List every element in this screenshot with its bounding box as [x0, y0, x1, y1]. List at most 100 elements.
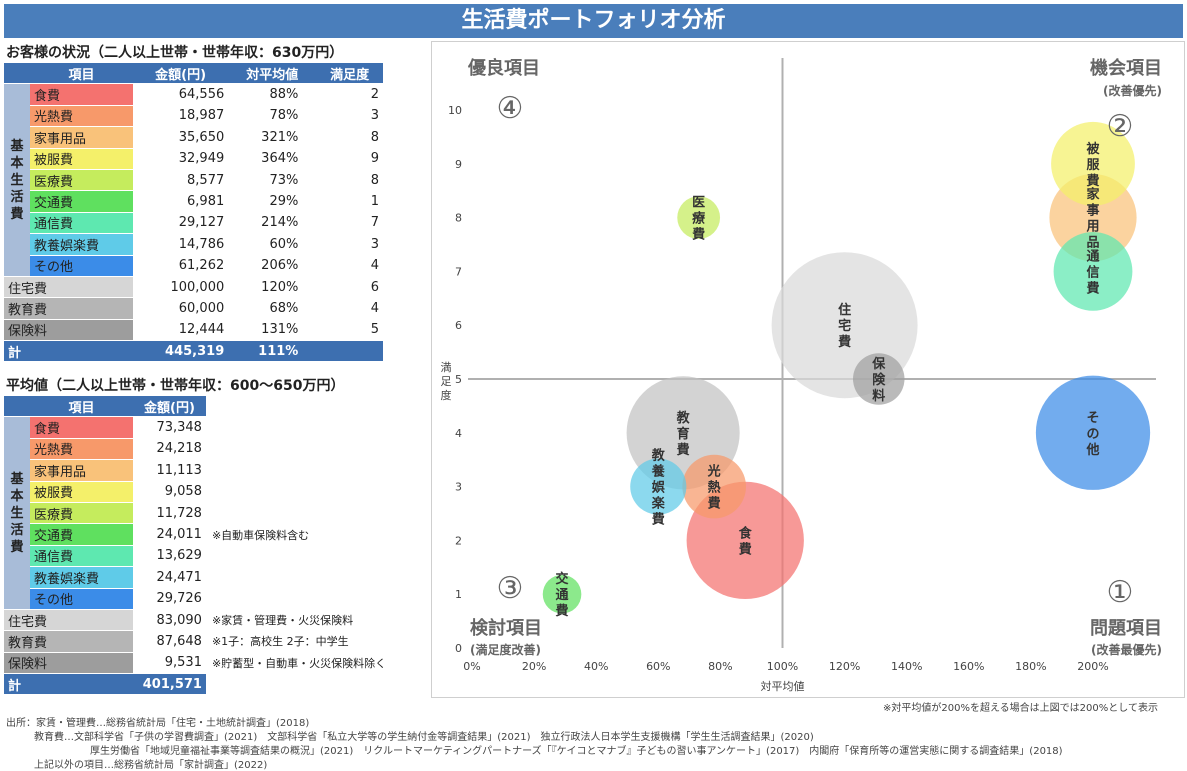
- column-header: 満足度: [316, 63, 383, 85]
- y-axis-title-char: 度: [441, 388, 452, 402]
- table-row: 家事用品 11,113: [4, 459, 406, 482]
- table-row: 医療費 11,728: [4, 502, 406, 525]
- item-name: 交通費: [30, 190, 133, 213]
- amount-cell: 11,728: [133, 502, 206, 525]
- y-tick-label: 6: [455, 319, 462, 332]
- table-row: 住宅費 83,090 ※家賃・管理費・火災保険料: [4, 609, 406, 632]
- note-cell: [205, 566, 406, 589]
- note-cell: [205, 416, 406, 439]
- ratio-cell: 214%: [228, 212, 317, 235]
- note-cell: [205, 545, 406, 568]
- bubble-label-char: の: [1086, 427, 1099, 442]
- note-cell: ※家賃・管理費・火災保険料: [205, 609, 406, 632]
- bubble-label-char: 育: [677, 426, 690, 442]
- note-cell: [205, 438, 406, 461]
- y-tick-label: 7: [455, 265, 462, 278]
- quadrant-number-3: ③: [497, 571, 524, 606]
- ratio-cell: 206%: [228, 255, 317, 277]
- item-name: 教育費: [4, 297, 133, 320]
- bubble-label-char: 教: [676, 410, 691, 426]
- satisfaction-cell: 9: [316, 148, 383, 170]
- amount-cell: 24,218: [133, 438, 206, 461]
- ratio-cell: 364%: [228, 148, 317, 170]
- amount-cell: 8,577: [133, 169, 229, 192]
- satisfaction-cell: 8: [316, 126, 383, 149]
- amount-cell: 60,000: [133, 297, 229, 320]
- bubble-label-char: 費: [1086, 173, 1099, 189]
- item-name: 光熱費: [30, 105, 133, 128]
- bubble-label-char: 品: [1086, 236, 1099, 251]
- bubble-その他: [1035, 375, 1151, 490]
- bubble-label-char: そ: [1086, 411, 1099, 426]
- note-cell: [205, 481, 406, 503]
- table-row: 保険料 9,531 ※貯蓄型・自動車・火災保険料除く: [4, 652, 406, 675]
- satisfaction-cell: 6: [316, 276, 383, 299]
- item-name: 住宅費: [4, 276, 133, 299]
- quadrant-label-review: 検討項目: [470, 617, 542, 639]
- bubble-光熱費: [682, 454, 746, 519]
- table2-heading: 平均値（二人以上世帯・世帯年収：600～650万円）: [6, 378, 345, 394]
- quadrant-number-2: ②: [1107, 109, 1134, 144]
- bubble-label-char: 他: [1085, 442, 1099, 458]
- table-header-row: 項目 金額(円) 対平均値 満足度: [4, 63, 383, 85]
- table-row: 通信費 13,629: [4, 545, 406, 568]
- bubble-label-char: 被: [1085, 141, 1100, 157]
- bubble-label-char: 光: [707, 464, 721, 480]
- ratio-cell: 68%: [228, 297, 317, 320]
- bubble-label-char: 通: [556, 587, 569, 603]
- portfolio-bubble-chart: 0 1 2 3 4 5 6 7 8 9 10 0% 20% 40% 60% 80% 100% 120% 140% 16…: [431, 41, 1185, 698]
- bubble-label-char: 食: [739, 525, 753, 541]
- amount-cell: 73,348: [133, 416, 206, 439]
- table-row: 保険料 12,444 131% 5: [4, 319, 383, 342]
- amount-cell: 14,786: [133, 233, 229, 256]
- column-header: 項目: [30, 63, 133, 85]
- bubble-label-char: 費: [677, 442, 690, 458]
- side-label-basic: 基本生活費: [4, 83, 30, 277]
- bubble-label-char: 信: [1086, 264, 1099, 280]
- source-line-4: 上記以外の項目…総務省統計局「家計調査」(2022): [34, 760, 268, 771]
- amount-cell: 64,556: [133, 83, 229, 106]
- y-tick-label: 9: [455, 158, 462, 171]
- amount-cell: 32,949: [133, 148, 229, 170]
- bubble-被服費: [1051, 121, 1135, 206]
- bubble-label-char: 費: [556, 603, 569, 619]
- bubble-label-char: 交: [556, 571, 569, 587]
- bubble-教養娯楽費: [630, 458, 687, 515]
- table-row: その他 29,726: [4, 588, 406, 610]
- amount-cell: 29,127: [133, 212, 229, 235]
- bubble-label-char: 宅: [838, 318, 851, 334]
- quadrant-label-excellent: 優良項目: [467, 57, 540, 79]
- ratio-cell: 60%: [228, 233, 317, 256]
- note-cell: [205, 459, 406, 482]
- bubble-label-char: 家: [1086, 187, 1100, 203]
- note-cell: [205, 502, 406, 525]
- x-tick-label: 140%: [891, 660, 922, 673]
- x-tick-label: 80%: [708, 660, 732, 673]
- x-tick-label: 120%: [829, 660, 860, 673]
- source-line-1: 出所：家賃・管理費…総務省統計局「住宅・土地統計調査」(2018): [6, 718, 310, 729]
- side-label-basic: 基本生活費: [4, 416, 30, 610]
- item-name: 食費: [30, 83, 133, 106]
- bubble-label-char: 費: [708, 496, 721, 512]
- y-tick-label: 1: [455, 588, 462, 601]
- amount-cell: 12,444: [133, 319, 229, 342]
- amount-cell: 13,629: [133, 545, 206, 568]
- item-name: 保険料: [4, 652, 133, 675]
- table1-heading: お客様の状況（二人以上世帯・世帯年収：630万円）: [6, 45, 344, 61]
- quadrant-number-4: ④: [497, 91, 524, 126]
- x-tick-label: 180%: [1015, 660, 1046, 673]
- bubble-保険料: [853, 353, 905, 405]
- item-name: その他: [30, 588, 133, 610]
- quadrant-label-opportunity: 機会項目: [1090, 57, 1162, 79]
- item-name: 食費: [30, 416, 133, 439]
- table-row: 医療費 8,577 73% 8: [4, 169, 383, 192]
- bubble-label-char: 事: [1086, 203, 1099, 219]
- column-header: [4, 63, 30, 85]
- quadrant-sub-review: (満足度改善): [470, 642, 541, 657]
- amount-cell: 61,262: [133, 255, 229, 277]
- item-name: その他: [30, 255, 133, 277]
- amount-cell: 24,011: [133, 523, 206, 546]
- x-tick-label: 100%: [767, 660, 798, 673]
- table-row: 基本生活費食費 73,348: [4, 416, 406, 610]
